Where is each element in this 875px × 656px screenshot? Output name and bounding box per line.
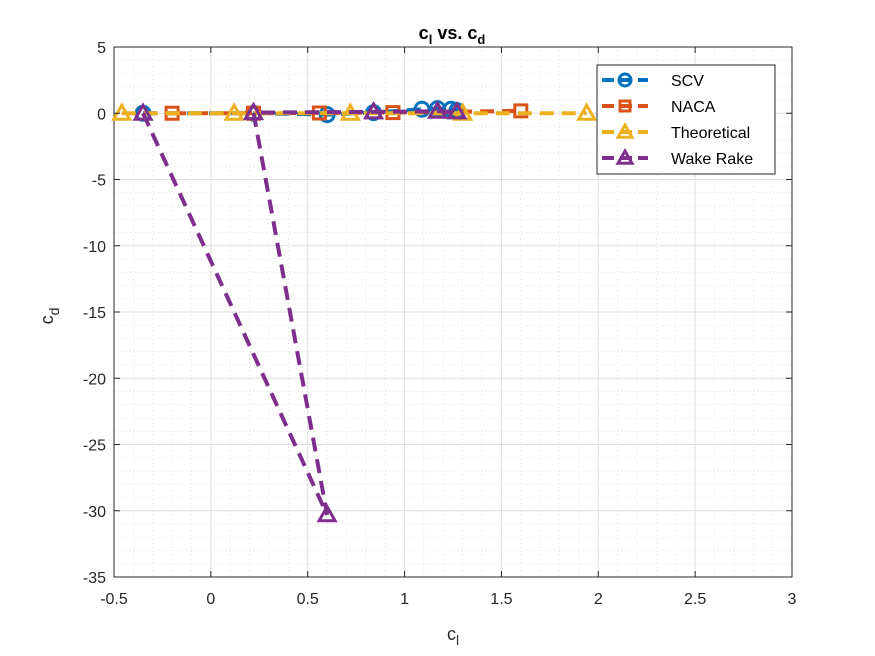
x-tick-label: 1.5 — [490, 591, 512, 608]
series-layer — [111, 100, 598, 523]
data-point — [132, 102, 154, 121]
data-point — [513, 103, 529, 119]
data-point — [111, 102, 133, 121]
legend-entry: NACA — [602, 99, 716, 116]
legend-marker — [618, 99, 632, 113]
y-tick-label: -20 — [83, 371, 106, 388]
series-line — [172, 108, 521, 116]
axis-ticks: -0.5 0 0.5 1 1.5 2 2.5 3 -35 -30 -25 -20 -15 -10 -5 0 5 — [83, 40, 797, 608]
legend-marker — [615, 147, 635, 165]
y-tick-label: -30 — [83, 504, 106, 521]
data-point — [362, 100, 385, 120]
y-tick-label: -25 — [83, 438, 106, 455]
legend-label: NACA — [671, 99, 716, 116]
y-tick-label: 0 — [97, 106, 106, 123]
data-point — [446, 100, 468, 120]
data-point — [223, 102, 245, 121]
legend-marker — [617, 72, 633, 88]
x-tick-label: 0.5 — [297, 591, 319, 608]
legend-entry: Wake Rake — [602, 147, 753, 168]
data-point — [316, 503, 338, 523]
y-tick-label: -15 — [83, 305, 106, 322]
data-point — [242, 101, 265, 121]
data-point — [426, 100, 449, 119]
legend: SCV NACA Theoretical Wake Rake — [596, 64, 776, 175]
y-tick-label: 5 — [97, 40, 106, 57]
y-axis-label: cd — [37, 308, 62, 325]
legend-label: SCV — [671, 73, 704, 90]
data-point — [576, 102, 598, 121]
x-tick-label: 3 — [788, 591, 797, 608]
series-line — [141, 109, 457, 516]
x-tick-label: 2 — [594, 591, 603, 608]
legend-label: Wake Rake — [671, 151, 753, 168]
x-tick-label: 0 — [206, 591, 215, 608]
x-tick-label: 2.5 — [684, 591, 706, 608]
x-axis-label: cl — [447, 624, 459, 648]
series-wake-rake — [132, 100, 468, 523]
x-tick-label: -0.5 — [100, 591, 128, 608]
chart-title: cl vs. cd — [419, 23, 486, 47]
y-tick-label: -5 — [92, 173, 106, 190]
legend-label: Theoretical — [671, 125, 750, 142]
x-tick-label: 1 — [400, 591, 409, 608]
y-tick-label: -35 — [83, 570, 106, 587]
y-tick-label: -10 — [83, 239, 106, 256]
legend-marker — [615, 121, 635, 139]
legend-entry: Theoretical — [602, 121, 750, 142]
legend-entry: SCV — [602, 72, 704, 90]
data-point — [413, 100, 431, 118]
